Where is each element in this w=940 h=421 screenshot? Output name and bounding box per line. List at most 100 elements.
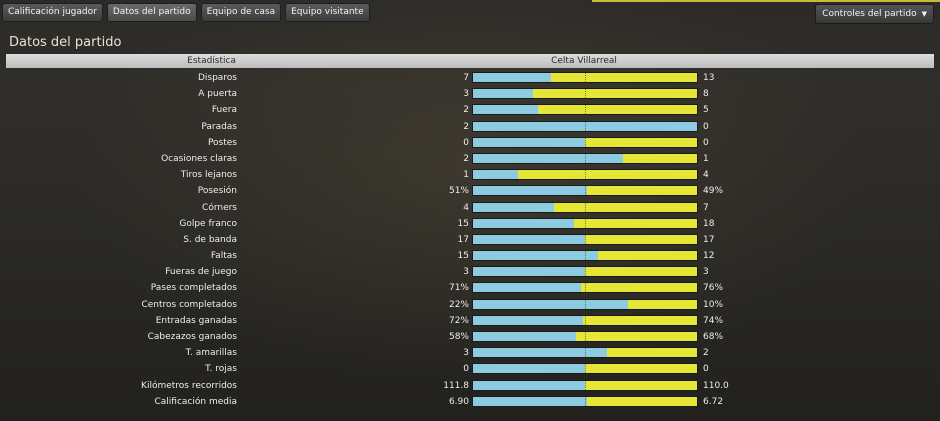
stat-label: A puerta [198,89,237,100]
home-value: 111.8 [443,380,469,391]
chevron-down-icon: ▼ [921,10,927,18]
bar-midline [585,218,586,228]
away-value: 12 [703,251,715,262]
home-share-fill [473,267,585,277]
stat-label: Pases completados [150,283,237,294]
home-value: 2 [463,105,469,116]
stat-label: Entradas ganadas [155,315,237,326]
stat-row: T. rojas 0 0 [6,361,934,377]
home-share-fill [473,380,585,390]
home-share-fill [473,364,585,374]
tab-player-rating[interactable]: Calificación jugador [2,3,103,22]
away-value: 4 [703,170,709,181]
bar-midline [585,186,586,196]
away-value: 6.72 [703,396,724,407]
bar-midline [585,283,586,293]
stat-row: Paradas 2 0 [6,119,934,135]
bar-midline [585,89,586,99]
comparison-bar [472,201,698,213]
stats-panel: Estadística Celta Villarreal Disparos 7 13… [6,54,934,410]
bar-midline [585,380,586,390]
stat-row: Postes 0 0 [6,135,934,151]
home-value: 58% [448,332,469,342]
stat-label: Disparos [197,73,237,83]
home-value: 15 [457,251,469,262]
stat-row: Faltas 15 12 [6,248,934,264]
comparison-bar [472,88,698,100]
bar-midline [585,396,586,406]
bar-midline [585,153,586,163]
stat-row: A puerta 3 8 [6,86,934,102]
away-value: 1 [703,153,709,164]
home-value: 7 [463,73,469,83]
home-value: 2 [463,121,469,132]
home-share-fill [473,170,518,180]
tab-away-team[interactable]: Equipo visitante [285,3,370,22]
comparison-bar [472,72,698,83]
comparison-bar [472,282,698,294]
home-share-fill [473,251,599,261]
home-share-fill [473,137,585,147]
home-value: 22% [448,299,469,310]
stat-label: Faltas [210,251,237,262]
comparison-bar [472,233,698,245]
away-value: 10% [703,299,724,310]
home-share-fill [473,105,538,115]
away-value: 2 [703,348,709,359]
stat-label: Cabezazos ganados [147,332,237,342]
home-value: 3 [463,267,469,278]
home-value: 6.90 [448,396,469,407]
away-value: 7 [703,202,709,213]
home-share-fill [473,299,628,309]
bar-midline [585,202,586,212]
bar-midline [585,251,586,261]
home-value: 51% [448,186,469,197]
match-controls-dropdown[interactable]: Controles del partido ▼ [815,4,934,24]
bar-midline [585,267,586,277]
comparison-bar [472,120,698,132]
bar-midline [585,299,586,309]
away-value: 8 [703,89,709,100]
tab-match-stats[interactable]: Datos del partido [106,3,197,22]
stat-row: Posesión 51% 49% [6,183,934,199]
comparison-bar [472,152,698,164]
stat-label: Paradas [201,121,237,132]
home-share-fill [473,186,588,196]
comparison-bar [472,314,698,326]
home-value: 71% [448,283,469,294]
bar-midline [585,137,586,147]
home-value: 15 [457,218,469,229]
stat-row: S. de banda 17 17 [6,232,934,248]
home-value: 2 [463,153,469,164]
home-share-fill [473,332,577,341]
comparison-bar [472,136,698,148]
stat-label: Posesión [197,186,237,197]
stat-label: Golpe franco [179,218,237,229]
home-share-fill [473,396,588,406]
comparison-bar [472,298,698,310]
stats-header: Estadística Celta Villarreal [6,54,934,68]
home-share-fill [473,315,583,325]
page-title: Datos del partido [9,35,122,50]
comparison-bar [472,185,698,197]
tab-home-team[interactable]: Equipo de casa [200,3,282,22]
stats-rows: Disparos 7 13 A puerta 3 8 Fuera 2 5 Paradas 2 0 Pos… [6,70,934,410]
stat-label: Calificación media [154,396,238,407]
top-accent-line [592,0,940,2]
away-value: 110.0 [703,380,729,391]
home-share-fill [473,218,574,228]
away-value: 5 [703,105,709,116]
stat-label: Centros completados [141,299,237,310]
bar-midline [585,121,586,131]
header-stat-label: Estadística [187,56,236,66]
bar-midline [585,315,586,325]
comparison-bar [472,363,698,375]
home-share-fill [473,153,624,163]
away-value: 13 [703,73,715,83]
home-share-fill [473,202,554,212]
bar-midline [585,332,586,341]
stat-label: T. amarillas [185,348,237,359]
stat-label: T. rojas [205,364,237,375]
away-value: 3 [703,267,709,278]
home-share-fill [473,73,552,82]
